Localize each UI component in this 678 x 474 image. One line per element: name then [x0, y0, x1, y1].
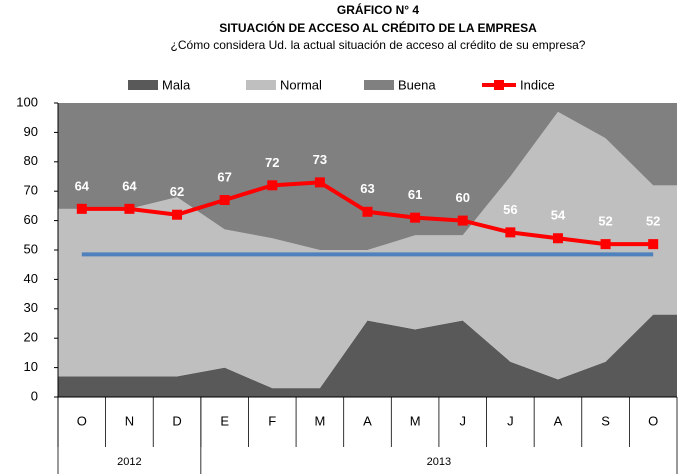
y-tick-label: 70	[24, 183, 38, 198]
legend-label: Mala	[162, 77, 191, 92]
x-tick-label: O	[77, 413, 87, 428]
marker	[505, 227, 516, 238]
x-tick-label: M	[314, 413, 325, 428]
year-label: 2012	[117, 456, 141, 468]
x-tick-label: N	[125, 413, 134, 428]
legend-label: Normal	[280, 77, 322, 92]
x-tick-label: D	[172, 413, 181, 428]
legend-label: Indice	[520, 77, 555, 92]
marker	[648, 239, 659, 250]
y-tick-label: 80	[24, 153, 38, 168]
data-label: 62	[170, 184, 184, 199]
y-tick-label: 50	[24, 241, 38, 256]
x-tick-label: S	[601, 413, 610, 428]
marker	[410, 212, 421, 223]
y-tick-label: 90	[24, 124, 38, 139]
x-tick-label: M	[410, 413, 421, 428]
marker	[219, 195, 230, 206]
area	[58, 103, 677, 250]
marker	[457, 215, 468, 226]
y-tick-label: 0	[31, 388, 38, 403]
marker	[552, 233, 563, 244]
chart-question: ¿Cómo considera Ud. la actual situación …	[171, 38, 586, 52]
marker	[76, 203, 87, 214]
chart-title: GRÁFICO N° 4	[337, 2, 419, 17]
y-tick-label: 30	[24, 300, 38, 315]
data-label: 73	[313, 152, 327, 167]
data-label: 56	[503, 202, 517, 217]
data-label: 54	[551, 208, 566, 223]
x-tick-label: F	[268, 413, 276, 428]
y-tick-label: 60	[24, 212, 38, 227]
marker	[600, 239, 611, 250]
x-tick-label: A	[554, 413, 563, 428]
marker	[267, 180, 278, 191]
data-label: 61	[408, 187, 422, 202]
chart-subtitle: SITUACIÓN DE ACCESO AL CRÉDITO DE LA EMP…	[219, 20, 537, 35]
y-tick-label: 10	[24, 359, 38, 374]
legend-swatch	[246, 80, 276, 90]
x-tick-label: O	[648, 413, 658, 428]
data-label: 64	[75, 178, 90, 193]
data-label: 64	[122, 178, 137, 193]
marker	[172, 209, 183, 220]
x-tick-label: J	[507, 413, 514, 428]
marker	[124, 203, 135, 214]
x-tick-label: A	[363, 413, 372, 428]
legend-swatch	[364, 80, 394, 90]
year-label: 2013	[427, 456, 451, 468]
data-label: 52	[598, 214, 612, 229]
data-label: 63	[360, 181, 374, 196]
legend-label: Buena	[398, 77, 436, 92]
y-tick-label: 20	[24, 330, 38, 345]
area	[58, 314, 677, 397]
marker	[314, 177, 325, 188]
marker	[362, 206, 373, 217]
legend-swatch	[128, 80, 158, 90]
data-label: 72	[265, 155, 279, 170]
y-tick-label: 40	[24, 271, 38, 286]
legend-marker	[494, 80, 504, 90]
data-label: 60	[455, 190, 469, 205]
data-label: 67	[217, 169, 231, 184]
x-tick-label: E	[220, 413, 229, 428]
data-label: 52	[646, 214, 660, 229]
y-tick-label: 100	[16, 94, 38, 109]
x-tick-label: J	[459, 413, 466, 428]
